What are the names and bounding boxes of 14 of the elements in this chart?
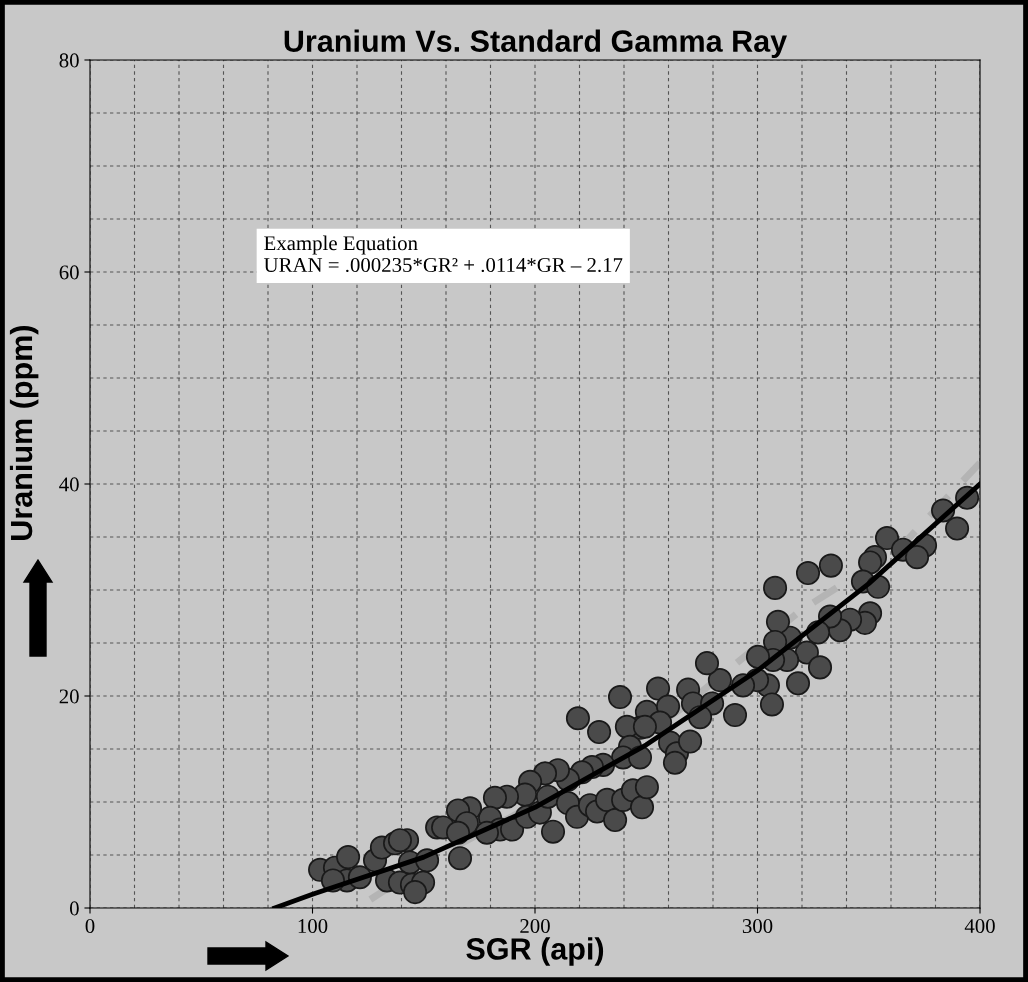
y-tick-label: 80 [59, 53, 79, 68]
x-tick-label: 100 [298, 919, 328, 934]
y-axis-title: Uranium (ppm) [9, 326, 39, 540]
x-tick-label: 300 [742, 919, 773, 934]
y-tick-label: 40 [59, 477, 79, 492]
x-axis-title: SGR (api) [466, 937, 604, 966]
y-tick-label: 0 [69, 901, 79, 916]
x-tick-label: 200 [520, 919, 550, 934]
y-tick-label: 60 [59, 265, 79, 280]
x-tick-label: 0 [85, 919, 95, 934]
x-tick-label: 400 [964, 919, 995, 934]
chart-title: Uranium Vs. Standard Gamma Ray [284, 29, 788, 59]
y-tick-label: 20 [59, 689, 79, 704]
annotation: Example Equation URAN = .000235*GR² + .0114*GR – 2.17 [263, 235, 623, 273]
